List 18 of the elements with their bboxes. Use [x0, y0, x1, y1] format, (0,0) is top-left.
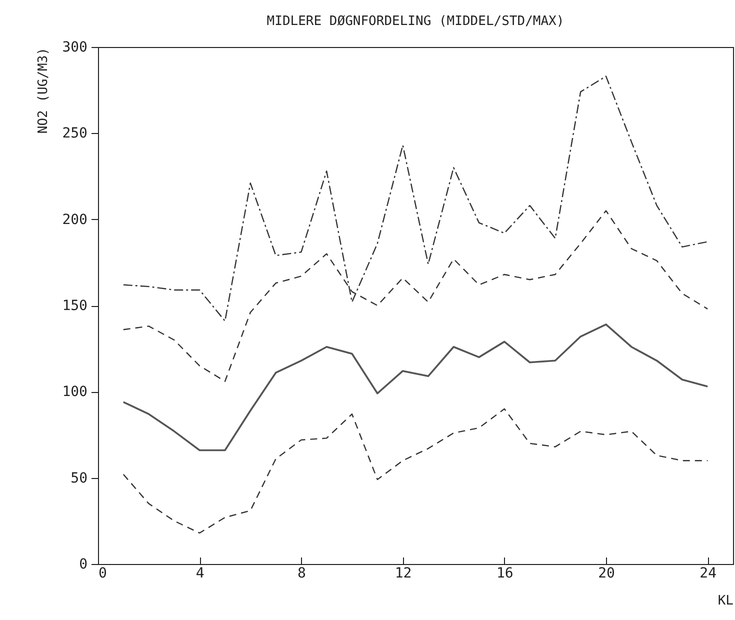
x-tick-label: 16: [496, 566, 514, 582]
y-tick-label: 50: [70, 470, 88, 486]
y-tick-label: 100: [62, 384, 88, 400]
line-series: [122, 408, 708, 534]
y-tick-label: 300: [62, 40, 88, 56]
x-tick-label: 0: [98, 566, 107, 582]
y-tick-label: 250: [62, 126, 88, 142]
x-axis-title: KL: [718, 594, 734, 608]
y-tick-label: 150: [62, 298, 88, 314]
y-axis-title: NO2 (UG/M3): [36, 48, 52, 134]
x-tick-label: 8: [297, 566, 306, 582]
x-tick-label: 12: [394, 566, 412, 582]
line-series: [122, 324, 708, 452]
x-tick-label: 24: [700, 566, 717, 582]
y-tick-label: 200: [62, 212, 88, 228]
x-tick-label: 4: [196, 566, 204, 582]
chart-title: MIDLERE DØGNFORDELING (MIDDEL/STD/MAX): [266, 14, 564, 29]
x-tick-label: 20: [598, 566, 615, 582]
